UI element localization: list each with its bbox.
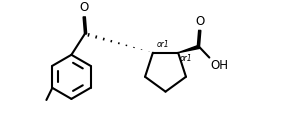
Text: or1: or1 (179, 54, 192, 63)
Text: O: O (196, 15, 205, 28)
Text: or1: or1 (157, 40, 170, 49)
Polygon shape (178, 45, 200, 53)
Text: O: O (79, 1, 88, 14)
Text: OH: OH (211, 59, 228, 72)
